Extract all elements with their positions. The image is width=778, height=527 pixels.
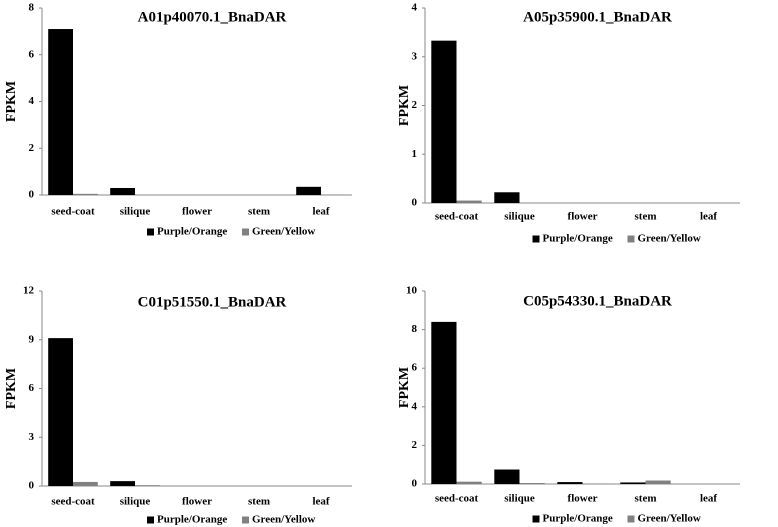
chart-title: C01p51550.1_BnaDAR: [138, 294, 287, 310]
bar: [431, 40, 457, 203]
chart-title: A01p40070.1_BnaDAR: [138, 9, 287, 25]
legend-label: Green/Yellow: [252, 514, 315, 526]
legend-label: Green/Yellow: [638, 233, 701, 245]
y-tick-label: 3: [412, 50, 418, 62]
bar: [431, 321, 457, 484]
legend-swatch: [627, 235, 635, 243]
y-tick-label: 6: [412, 362, 418, 374]
y-axis-label: FPKM: [4, 81, 19, 122]
y-tick-label: 3: [29, 431, 35, 443]
x-tick-label: flower: [182, 496, 212, 508]
bar: [456, 200, 482, 203]
bar: [494, 192, 520, 203]
legend-label: Purple/Orange: [157, 514, 227, 526]
y-tick-label: 8: [29, 2, 35, 14]
legend-swatch: [242, 516, 249, 524]
bar: [73, 193, 98, 195]
y-tick-label: 12: [23, 285, 35, 297]
y-tick-label: 4: [29, 95, 35, 107]
bar: [48, 338, 73, 486]
legend-swatch: [242, 228, 249, 236]
x-tick-label: leaf: [312, 206, 329, 218]
y-axis-label: FPKM: [397, 367, 412, 408]
x-tick-label: stem: [248, 206, 270, 218]
y-tick-label: 6: [29, 48, 35, 60]
legend-swatch: [532, 515, 540, 523]
y-tick-label: 0: [29, 189, 35, 201]
chart-title: A05p35900.1_BnaDAR: [523, 9, 672, 25]
legend-label: Purple/Orange: [543, 233, 613, 245]
x-tick-label: silique: [504, 493, 535, 505]
x-tick-label: leaf: [312, 496, 329, 508]
x-tick-label: stem: [635, 211, 657, 223]
y-tick-label: 10: [406, 285, 418, 297]
bar: [620, 482, 646, 484]
y-tick-label: 2: [29, 142, 35, 154]
x-tick-label: silique: [504, 211, 535, 223]
chart-title: C05p54330.1_BnaDAR: [523, 293, 672, 309]
y-tick-label: 4: [412, 2, 418, 14]
bar: [73, 481, 98, 486]
y-tick-label: 9: [29, 333, 35, 345]
y-tick-label: 8: [412, 323, 418, 335]
x-tick-label: seed-coat: [51, 206, 95, 218]
bar: [48, 29, 73, 195]
y-axis-label: FPKM: [4, 368, 19, 409]
legend-swatch: [147, 228, 154, 236]
y-tick-label: 0: [412, 197, 418, 209]
bar: [135, 485, 160, 486]
x-tick-label: flower: [568, 211, 598, 223]
bar: [494, 469, 520, 484]
x-tick-label: seed-coat: [435, 211, 479, 223]
y-tick-label: 1: [412, 148, 418, 160]
x-tick-label: leaf: [700, 493, 717, 505]
legend-swatch: [147, 516, 154, 524]
bar: [296, 186, 321, 195]
x-tick-label: seed-coat: [51, 496, 95, 508]
x-tick-label: flower: [568, 493, 598, 505]
bar: [519, 483, 545, 484]
x-tick-label: leaf: [700, 211, 717, 223]
x-tick-label: stem: [635, 493, 657, 505]
legend-label: Green/Yellow: [638, 513, 701, 525]
x-tick-label: seed-coat: [435, 493, 479, 505]
legend-label: Green/Yellow: [252, 226, 315, 238]
y-tick-label: 4: [412, 400, 418, 412]
legend-label: Purple/Orange: [543, 513, 613, 525]
y-tick-label: 2: [412, 439, 418, 451]
y-tick-label: 0: [29, 480, 35, 492]
bar: [110, 481, 135, 486]
bar: [557, 482, 583, 484]
x-tick-label: silique: [120, 206, 151, 218]
legend-swatch: [532, 235, 540, 243]
legend-swatch: [627, 515, 635, 523]
y-tick-label: 6: [29, 382, 35, 394]
x-tick-label: silique: [120, 496, 151, 508]
y-tick-label: 0: [412, 478, 418, 490]
bar: [110, 187, 135, 195]
y-tick-label: 2: [412, 99, 418, 111]
x-tick-label: flower: [182, 206, 212, 218]
y-axis-label: FPKM: [397, 85, 412, 126]
bar: [456, 481, 482, 484]
x-tick-label: stem: [248, 496, 270, 508]
legend-label: Purple/Orange: [157, 226, 227, 238]
bar: [645, 480, 671, 484]
